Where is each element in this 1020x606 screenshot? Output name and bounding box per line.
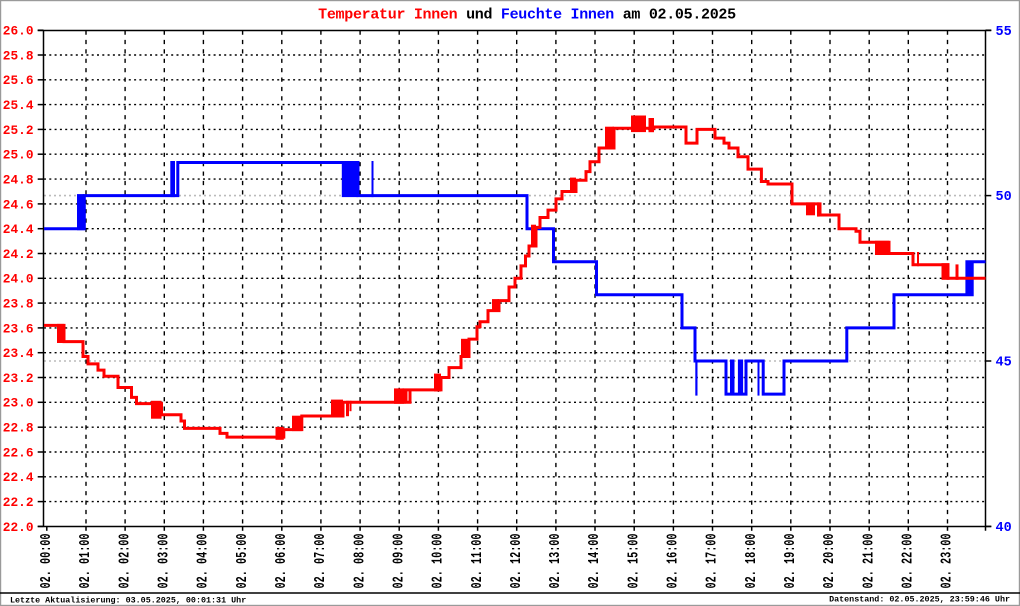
svg-text:02. 00:00: 02. 00:00	[38, 533, 54, 588]
svg-text:23.8: 23.8	[3, 297, 34, 312]
svg-text:24.8: 24.8	[3, 173, 34, 188]
svg-text:24.2: 24.2	[3, 247, 34, 262]
svg-text:02. 05:00: 02. 05:00	[234, 533, 250, 588]
svg-text:22.0: 22.0	[3, 520, 34, 535]
svg-text:Datenstand: 02.05.2025, 23:59:: Datenstand: 02.05.2025, 23:59:46 Uhr	[829, 595, 1010, 605]
svg-text:02. 03:00: 02. 03:00	[156, 533, 172, 588]
svg-text:02. 08:00: 02. 08:00	[352, 533, 368, 588]
svg-text:22.2: 22.2	[3, 495, 34, 510]
svg-text:24.0: 24.0	[3, 272, 34, 287]
svg-text:40: 40	[996, 521, 1012, 536]
svg-text:45: 45	[996, 356, 1012, 371]
svg-text:Letzte Aktualisierung: 03.05.2: Letzte Aktualisierung: 03.05.2025, 00:01…	[10, 596, 246, 606]
svg-text:25.0: 25.0	[3, 148, 34, 163]
svg-text:02. 16:00: 02. 16:00	[665, 533, 681, 588]
svg-text:02. 09:00: 02. 09:00	[391, 533, 407, 588]
svg-text:23.2: 23.2	[3, 371, 34, 386]
svg-text:25.8: 25.8	[3, 48, 34, 63]
svg-text:02. 13:00: 02. 13:00	[548, 533, 564, 588]
svg-text:02. 12:00: 02. 12:00	[508, 533, 524, 588]
svg-text:24.6: 24.6	[3, 197, 34, 212]
svg-text:26.0: 26.0	[3, 24, 34, 39]
svg-text:02. 02:00: 02. 02:00	[117, 533, 133, 588]
svg-text:02. 23:00: 02. 23:00	[939, 533, 955, 588]
svg-text:02. 21:00: 02. 21:00	[861, 533, 877, 588]
svg-text:23.0: 23.0	[3, 396, 34, 411]
svg-text:55: 55	[996, 25, 1012, 40]
svg-text:50: 50	[996, 190, 1012, 205]
svg-text:02. 14:00: 02. 14:00	[587, 533, 603, 588]
svg-text:23.6: 23.6	[3, 321, 34, 336]
svg-text:02. 22:00: 02. 22:00	[900, 533, 916, 588]
svg-text:02. 11:00: 02. 11:00	[469, 533, 485, 588]
svg-text:22.8: 22.8	[3, 421, 34, 436]
svg-text:Temperatur Innen und Feuchte I: Temperatur Innen und Feuchte Innen am 02…	[318, 7, 736, 24]
svg-text:25.2: 25.2	[3, 123, 34, 138]
svg-text:25.6: 25.6	[3, 73, 34, 88]
svg-text:02. 04:00: 02. 04:00	[195, 533, 211, 588]
svg-text:25.4: 25.4	[3, 98, 34, 113]
svg-text:02. 15:00: 02. 15:00	[626, 533, 642, 588]
svg-text:22.6: 22.6	[3, 445, 34, 460]
svg-text:02. 10:00: 02. 10:00	[430, 533, 446, 588]
svg-text:02. 06:00: 02. 06:00	[273, 533, 289, 588]
svg-text:24.4: 24.4	[3, 222, 34, 237]
svg-text:02. 20:00: 02. 20:00	[822, 533, 838, 588]
svg-text:02. 18:00: 02. 18:00	[743, 533, 759, 588]
svg-text:02. 19:00: 02. 19:00	[782, 533, 798, 588]
svg-text:02. 07:00: 02. 07:00	[313, 533, 329, 588]
svg-text:02. 01:00: 02. 01:00	[78, 533, 94, 588]
svg-text:22.4: 22.4	[3, 470, 34, 485]
svg-text:02. 17:00: 02. 17:00	[704, 533, 720, 588]
svg-text:23.4: 23.4	[3, 346, 34, 361]
